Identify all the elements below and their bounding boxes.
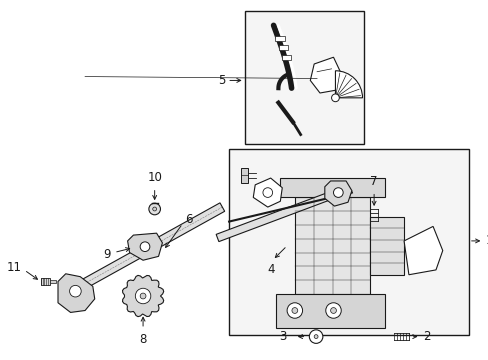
- Text: 8: 8: [139, 333, 146, 346]
- Text: 6: 6: [185, 213, 193, 226]
- Polygon shape: [324, 181, 351, 206]
- Circle shape: [330, 307, 336, 314]
- Circle shape: [140, 242, 149, 252]
- Bar: [41, 278, 50, 285]
- Bar: [229, 149, 468, 335]
- Text: 11: 11: [6, 261, 21, 274]
- Polygon shape: [253, 178, 282, 207]
- Circle shape: [148, 203, 160, 215]
- Circle shape: [140, 293, 146, 299]
- Circle shape: [263, 188, 272, 197]
- Bar: [278, 45, 287, 50]
- Bar: [369, 217, 403, 275]
- Wedge shape: [335, 71, 362, 98]
- Circle shape: [331, 94, 339, 102]
- Text: 4: 4: [266, 263, 274, 276]
- Polygon shape: [310, 57, 341, 93]
- Text: 5: 5: [218, 74, 225, 87]
- Polygon shape: [216, 191, 334, 242]
- Bar: [50, 280, 56, 283]
- Circle shape: [152, 207, 156, 211]
- Polygon shape: [403, 226, 442, 275]
- Bar: [280, 178, 384, 197]
- Polygon shape: [127, 233, 162, 260]
- Polygon shape: [122, 275, 163, 317]
- Polygon shape: [63, 203, 224, 298]
- Circle shape: [313, 335, 317, 338]
- Circle shape: [286, 303, 302, 318]
- Text: 3: 3: [279, 330, 286, 343]
- Circle shape: [135, 288, 150, 304]
- Text: 2: 2: [423, 330, 430, 343]
- Bar: [275, 294, 384, 328]
- Text: 1: 1: [484, 234, 488, 247]
- Polygon shape: [58, 274, 95, 312]
- Bar: [294, 197, 369, 294]
- Bar: [240, 168, 248, 183]
- Circle shape: [309, 330, 322, 343]
- Bar: [244, 11, 364, 144]
- Circle shape: [69, 285, 81, 297]
- Circle shape: [333, 188, 343, 197]
- Bar: [275, 36, 285, 41]
- Text: 9: 9: [103, 248, 111, 261]
- Circle shape: [325, 303, 341, 318]
- Text: 10: 10: [147, 171, 162, 184]
- Circle shape: [291, 307, 297, 314]
- Bar: [281, 55, 291, 60]
- Text: 7: 7: [369, 175, 377, 188]
